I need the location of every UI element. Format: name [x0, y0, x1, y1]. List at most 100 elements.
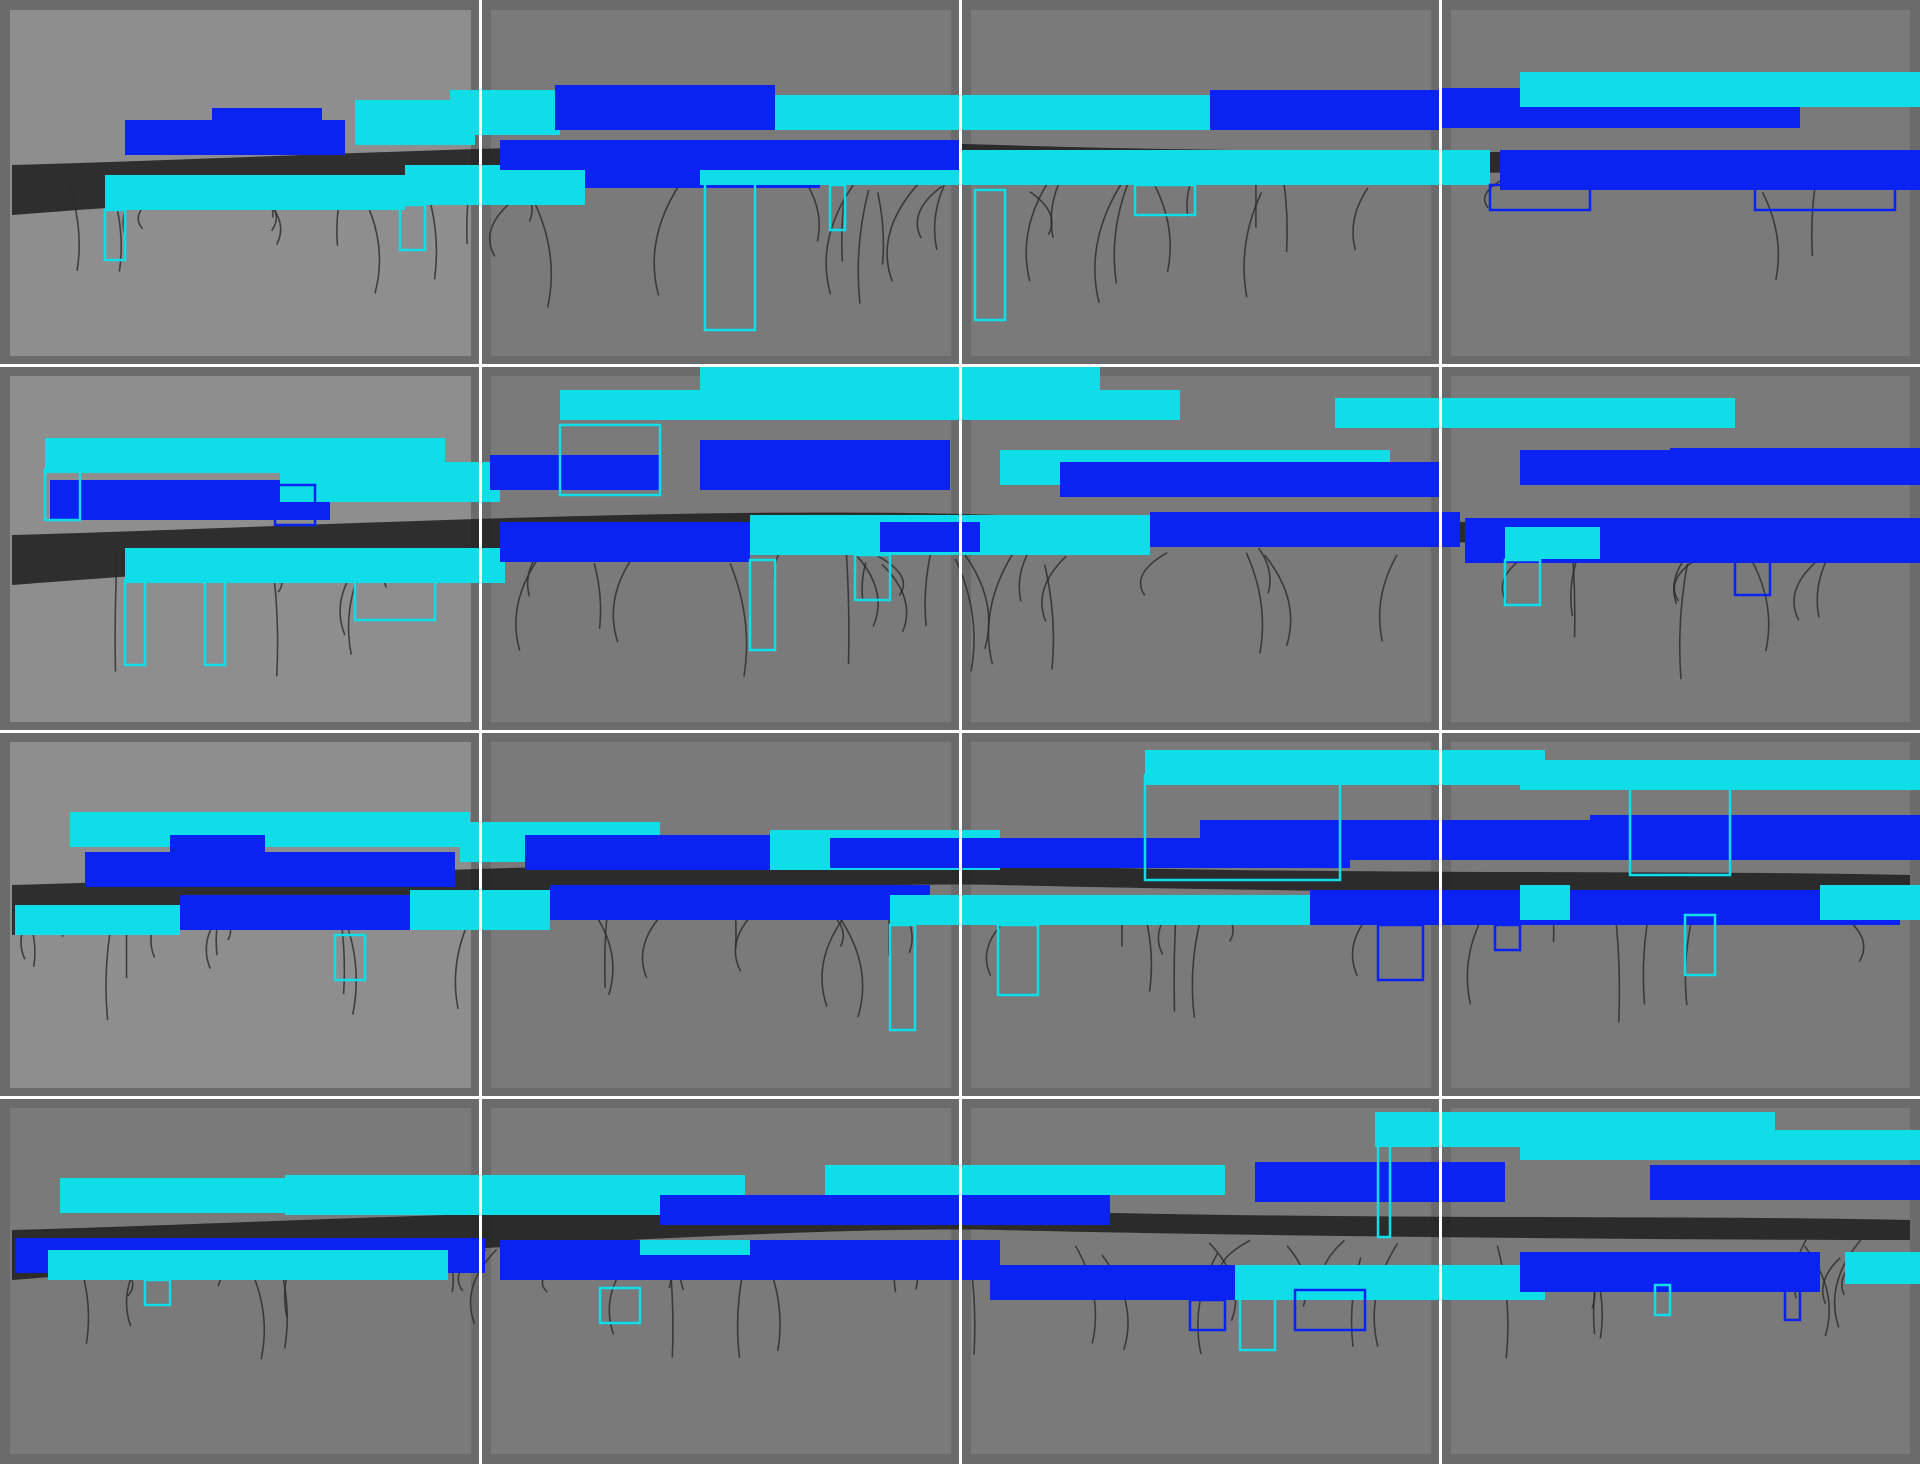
label-bar — [525, 835, 775, 870]
hair-fiber — [845, 552, 850, 665]
bounding-box — [1653, 1283, 1672, 1317]
label-bar — [1310, 890, 1900, 925]
image-tile-inner — [10, 1108, 471, 1454]
bounding-box — [558, 423, 662, 497]
grid-line-horizontal — [0, 1096, 1920, 1099]
hair-fiber — [857, 189, 870, 304]
hair-fiber — [886, 182, 920, 282]
yarn-band — [12, 862, 1910, 935]
label-bar — [990, 1265, 1240, 1300]
label-bar — [890, 895, 1320, 925]
hair-fiber — [1352, 187, 1369, 251]
hair-fiber — [1139, 551, 1168, 596]
hair-fiber — [987, 553, 1014, 665]
hair-fiber — [1152, 182, 1172, 272]
bounding-box — [103, 208, 127, 262]
bounding-box — [748, 558, 777, 652]
hair-fiber — [515, 556, 541, 651]
bounding-box — [273, 483, 317, 527]
label-bar — [280, 462, 500, 502]
label-bar — [1650, 1165, 1920, 1200]
hair-fiber — [593, 562, 602, 629]
hair-fiber — [1678, 563, 1689, 680]
bounding-box — [853, 553, 892, 602]
label-bar — [1145, 750, 1545, 785]
label-bar — [48, 1250, 448, 1280]
image-tile-inner — [491, 1108, 951, 1454]
label-bar — [85, 852, 455, 887]
hair-fiber — [729, 563, 748, 677]
label-bar — [1150, 512, 1460, 547]
label-bar — [700, 365, 1100, 395]
bounding-box — [1143, 773, 1342, 882]
label-bar — [1590, 815, 1920, 850]
bounding-box — [1238, 1293, 1277, 1352]
hair-fiber — [1833, 1239, 1862, 1328]
bounding-box — [973, 188, 1007, 322]
bounding-box — [1503, 558, 1542, 607]
label-bar — [490, 455, 660, 490]
hair-fiber — [1761, 191, 1780, 280]
bounding-box — [43, 468, 82, 522]
hair-fiber — [1572, 559, 1576, 638]
label-bar — [105, 175, 405, 210]
bounding-box — [1628, 783, 1732, 877]
hair-fiber — [1378, 554, 1398, 642]
label-bar — [1060, 462, 1440, 497]
bounding-box — [143, 1278, 172, 1307]
bounding-box — [398, 203, 427, 252]
hair-fiber — [114, 552, 119, 672]
bounding-box — [203, 578, 227, 667]
bounding-box — [1133, 183, 1197, 217]
hair-fiber — [1749, 556, 1770, 652]
label-bar — [660, 1195, 1110, 1225]
bounding-box — [1493, 923, 1522, 952]
hair-fiber — [1041, 555, 1067, 622]
label-bar — [825, 1165, 1225, 1195]
hair-fiber — [881, 563, 908, 633]
bounding-box — [888, 923, 917, 1032]
yarn-band — [12, 1207, 1910, 1280]
hair-fiber — [1025, 181, 1050, 282]
bounding-box — [1376, 1140, 1392, 1239]
bounding-box — [1783, 1288, 1802, 1322]
bounding-box — [353, 573, 437, 622]
hair-fiber — [1113, 182, 1129, 284]
hair-fiber — [877, 555, 905, 596]
bounding-box — [1753, 183, 1897, 212]
label-bar — [500, 140, 960, 170]
label-bar — [555, 85, 775, 130]
hair-fiber — [653, 181, 682, 296]
bounding-box — [703, 178, 757, 332]
label-bar — [70, 812, 470, 847]
label-bar — [1820, 885, 1920, 920]
label-bar — [125, 548, 505, 583]
label-bar — [180, 895, 435, 930]
label-bar — [1505, 527, 1600, 559]
label-bar — [405, 165, 585, 205]
label-bar — [550, 885, 930, 920]
hair-fiber — [924, 549, 933, 626]
label-bar — [1845, 1252, 1920, 1284]
label-bar — [1210, 90, 1440, 130]
label-bar — [775, 95, 1210, 130]
bounding-box — [996, 923, 1040, 997]
bounding-box — [1293, 1288, 1367, 1332]
bounding-box — [828, 183, 847, 232]
label-bar — [1255, 1162, 1505, 1202]
bounding-boxes-layer — [43, 178, 1897, 1352]
bounding-box — [1188, 1298, 1227, 1332]
bounding-box — [598, 1286, 642, 1325]
bounding-box — [333, 933, 367, 982]
label-bars-layer — [15, 72, 1920, 1300]
hair-fiber — [1243, 192, 1263, 298]
hair-fiber — [963, 553, 990, 650]
hair-fiber — [1282, 178, 1288, 253]
label-bar — [212, 108, 322, 148]
hair-fiber — [861, 562, 867, 601]
bounding-box — [1683, 913, 1717, 977]
label-bar — [1235, 1265, 1545, 1300]
label-bar — [15, 905, 180, 935]
